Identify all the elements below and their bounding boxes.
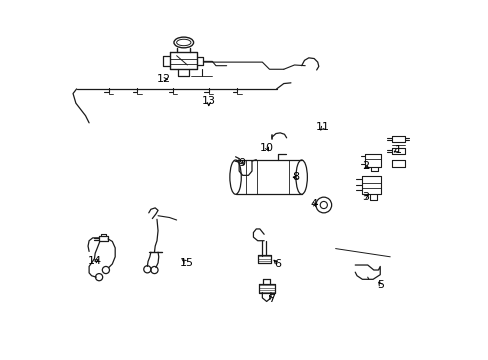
Text: 7: 7 bbox=[267, 294, 274, 303]
Text: 8: 8 bbox=[292, 172, 299, 182]
Text: 4: 4 bbox=[310, 199, 317, 209]
Text: 10: 10 bbox=[260, 143, 273, 153]
Text: 13: 13 bbox=[202, 96, 215, 107]
Text: 2: 2 bbox=[361, 161, 368, 171]
Text: 15: 15 bbox=[179, 258, 193, 268]
Text: 6: 6 bbox=[274, 259, 281, 269]
Text: 9: 9 bbox=[238, 158, 245, 168]
Text: 5: 5 bbox=[377, 280, 384, 291]
Text: 14: 14 bbox=[88, 256, 102, 266]
Text: 1: 1 bbox=[394, 145, 401, 155]
Text: 11: 11 bbox=[315, 122, 329, 132]
Text: 12: 12 bbox=[156, 74, 170, 84]
Text: 3: 3 bbox=[361, 192, 368, 202]
